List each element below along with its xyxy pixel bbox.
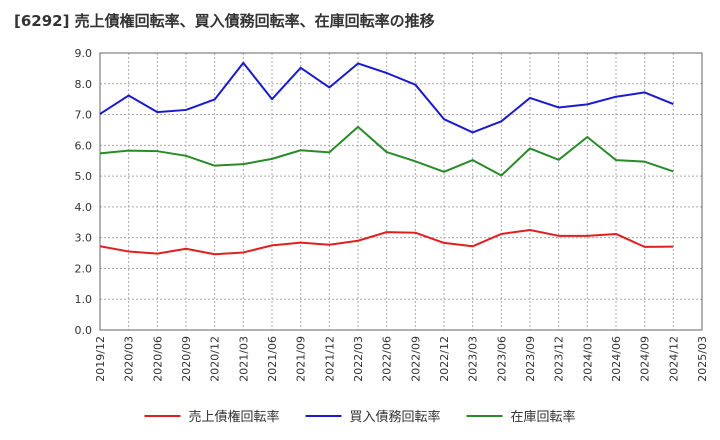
x-tick-label: 2023/09 [524, 336, 537, 382]
y-tick-label: 7.0 [75, 109, 93, 122]
x-tick-label: 2020/12 [209, 336, 222, 382]
x-tick-label: 2022/12 [438, 336, 451, 382]
x-tick-label: 2022/09 [409, 336, 422, 382]
y-tick-label: 4.0 [75, 201, 93, 214]
x-tick-label: 2024/12 [667, 336, 680, 382]
x-tick-label: 2024/09 [639, 336, 652, 382]
series-line-2 [99, 61, 674, 134]
chart-title: [6292] 売上債権回転率、買入債務回転率、在庫回転率の推移 [14, 12, 435, 30]
legend-label-3: 在庫回転率 [511, 409, 576, 425]
series-line-3 [99, 125, 674, 177]
plot-frame [99, 52, 703, 331]
x-tick-label: 2019/12 [94, 336, 107, 382]
y-tick-label: 2.0 [75, 262, 93, 275]
series [99, 61, 674, 256]
y-tick-label: 3.0 [75, 232, 93, 245]
axes: 0.0 1.0 2.0 3.0 4.0 5.0 6.0 7.0 8.0 9.0 2019/12 202… [75, 47, 710, 382]
x-tick-label: 2023/12 [553, 336, 566, 382]
x-tick-label: 2025/03 [696, 336, 709, 382]
x-tick-label: 2022/03 [352, 336, 365, 382]
series-line-1 [99, 228, 674, 256]
legend-label-2: 買入債務回転率 [350, 409, 441, 425]
x-tick-label: 2021/09 [295, 336, 308, 382]
x-tick-label: 2021/12 [323, 336, 336, 382]
x-tick-label: 2021/03 [237, 336, 250, 382]
x-tick-label: 2023/03 [467, 336, 480, 382]
x-tick-label: 2021/06 [266, 336, 279, 382]
x-tick-label: 2020/06 [151, 336, 164, 382]
legend: 売上債権回転率 買入債務回転率 在庫回転率 [144, 409, 576, 425]
y-tick-label: 1.0 [75, 293, 93, 306]
x-tick-label: 2020/03 [123, 336, 136, 382]
y-tick-label: 5.0 [75, 170, 93, 183]
y-tick-label: 6.0 [75, 139, 93, 152]
y-tick-label: 0.0 [75, 324, 93, 337]
x-tick-label: 2024/06 [610, 336, 623, 382]
y-tick-label: 8.0 [75, 78, 93, 91]
x-tick-label: 2023/06 [495, 336, 508, 382]
y-tick-label: 9.0 [75, 47, 93, 60]
legend-label-1: 売上債権回転率 [189, 409, 280, 425]
x-tick-label: 2020/09 [180, 336, 193, 382]
x-tick-label: 2024/03 [581, 336, 594, 382]
grid [100, 52, 702, 330]
x-tick-label: 2022/06 [381, 336, 394, 382]
